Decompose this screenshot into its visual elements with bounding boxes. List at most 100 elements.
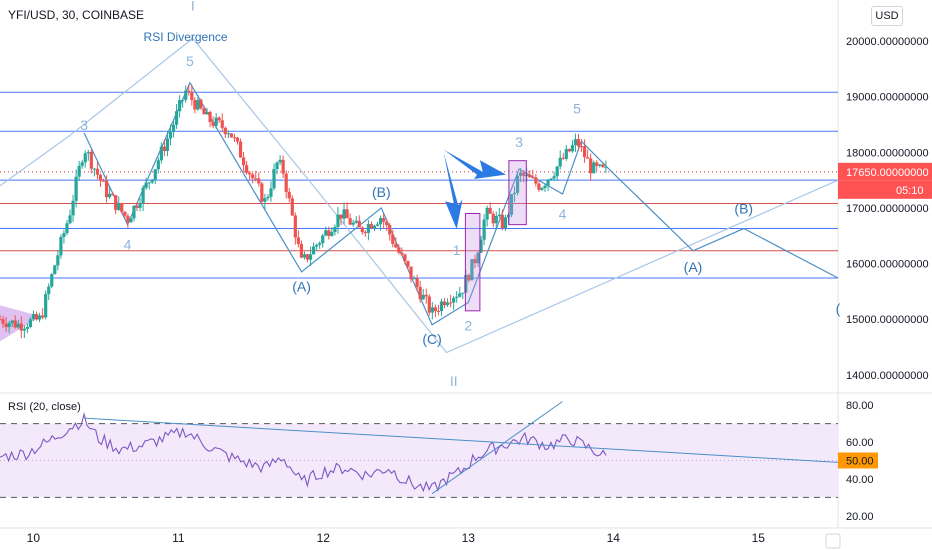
candle-body — [576, 139, 581, 147]
currency-button[interactable]: USD — [871, 6, 903, 26]
candle-body — [485, 207, 489, 220]
candle-body — [452, 297, 456, 303]
wave-label: 3 — [515, 134, 523, 150]
candle-body — [59, 236, 63, 256]
candle-body — [284, 173, 288, 192]
candle-body — [561, 157, 565, 159]
candle-body — [357, 220, 361, 228]
candle-body — [235, 137, 240, 142]
wave-label: (A) — [292, 278, 311, 294]
candle-body — [445, 302, 450, 306]
triangle-pattern[interactable] — [0, 305, 41, 342]
candle-body — [89, 151, 93, 169]
candle-body — [144, 182, 148, 188]
candle-body — [458, 293, 462, 297]
candle-body — [13, 320, 17, 328]
candle-body — [479, 239, 483, 253]
price-tag-box — [838, 162, 932, 181]
candle-body — [601, 164, 605, 167]
candle-body — [184, 90, 188, 100]
rsi-tick-label: 40.00 — [846, 474, 874, 486]
candle-body — [41, 315, 45, 318]
arrow-annotation[interactable] — [443, 149, 506, 180]
candle-body — [299, 243, 304, 258]
candle-body — [573, 139, 578, 146]
rsi-tick-label: 80.00 — [846, 400, 874, 412]
time-tick-label: 14 — [607, 531, 621, 545]
candle-body — [421, 294, 425, 300]
candle-body — [266, 196, 270, 199]
candle-body — [44, 294, 48, 318]
candle-body — [482, 219, 486, 240]
candle-body — [324, 230, 328, 236]
candle-body — [68, 215, 72, 224]
candle-body — [436, 311, 441, 313]
candle-body — [519, 172, 523, 176]
candle-body — [232, 137, 237, 139]
candle-body — [418, 286, 422, 300]
candle-body — [150, 179, 154, 183]
candle-body — [543, 185, 547, 189]
wave-label: I — [191, 0, 195, 14]
candle-body — [442, 301, 447, 306]
candle-body — [62, 233, 66, 237]
candle-body — [449, 302, 453, 304]
candle-body — [305, 254, 310, 260]
candle-body — [56, 255, 60, 266]
candle-body — [4, 323, 8, 328]
rsi-tag-box — [838, 452, 878, 469]
rsi-current-label: 50.00 — [846, 456, 874, 468]
candle-body — [503, 217, 508, 229]
candle-body — [98, 174, 103, 181]
candle-body — [257, 178, 261, 184]
candle-body — [564, 149, 568, 159]
candle-body — [181, 99, 185, 101]
candle-body — [491, 213, 495, 224]
candle-body — [159, 146, 163, 161]
candle-body — [293, 215, 297, 238]
candle-body — [241, 157, 246, 166]
candle-body — [199, 99, 203, 109]
candle-body — [296, 237, 300, 244]
candle-body — [162, 146, 167, 151]
rsi-trendline[interactable] — [431, 401, 563, 495]
wave-label: ( — [836, 301, 841, 317]
wave-label: RSI Divergence — [144, 30, 228, 44]
candle-body — [394, 243, 398, 248]
candle-body — [53, 265, 57, 275]
settings-icon[interactable] — [825, 533, 841, 549]
candle-body — [104, 180, 109, 198]
highlight-box[interactable] — [464, 213, 481, 312]
highlight-box[interactable] — [508, 160, 527, 226]
candle-body — [311, 246, 316, 255]
candle-body — [558, 157, 562, 167]
wave-degree-line[interactable] — [0, 37, 839, 354]
candle-body — [254, 178, 258, 180]
candle-body — [7, 323, 11, 328]
candle-body — [117, 202, 121, 210]
price-tick-label: 15000.00000000 — [846, 314, 929, 326]
wave-label: (B) — [734, 201, 753, 217]
candle-body — [37, 315, 42, 320]
candle-body — [71, 200, 75, 216]
candle-body — [86, 151, 90, 154]
candle-body — [360, 227, 364, 233]
candle-body — [375, 224, 380, 226]
candle-body — [83, 153, 87, 163]
candle-body — [19, 323, 23, 331]
candle-body — [25, 327, 30, 329]
countdown-box — [838, 180, 932, 199]
candle-body — [31, 313, 36, 320]
candle-body — [65, 223, 69, 234]
candle-body — [515, 175, 520, 193]
current-price-label: 17650.00000000 — [846, 167, 929, 179]
candle-body — [178, 100, 182, 112]
rsi-trendline[interactable] — [84, 417, 839, 463]
candle-body — [537, 183, 541, 190]
arrow-annotation[interactable] — [443, 152, 463, 230]
candle-body — [120, 202, 124, 212]
candle-body — [220, 120, 224, 128]
rsi-line[interactable] — [0, 412, 607, 493]
candle-body — [211, 122, 215, 126]
